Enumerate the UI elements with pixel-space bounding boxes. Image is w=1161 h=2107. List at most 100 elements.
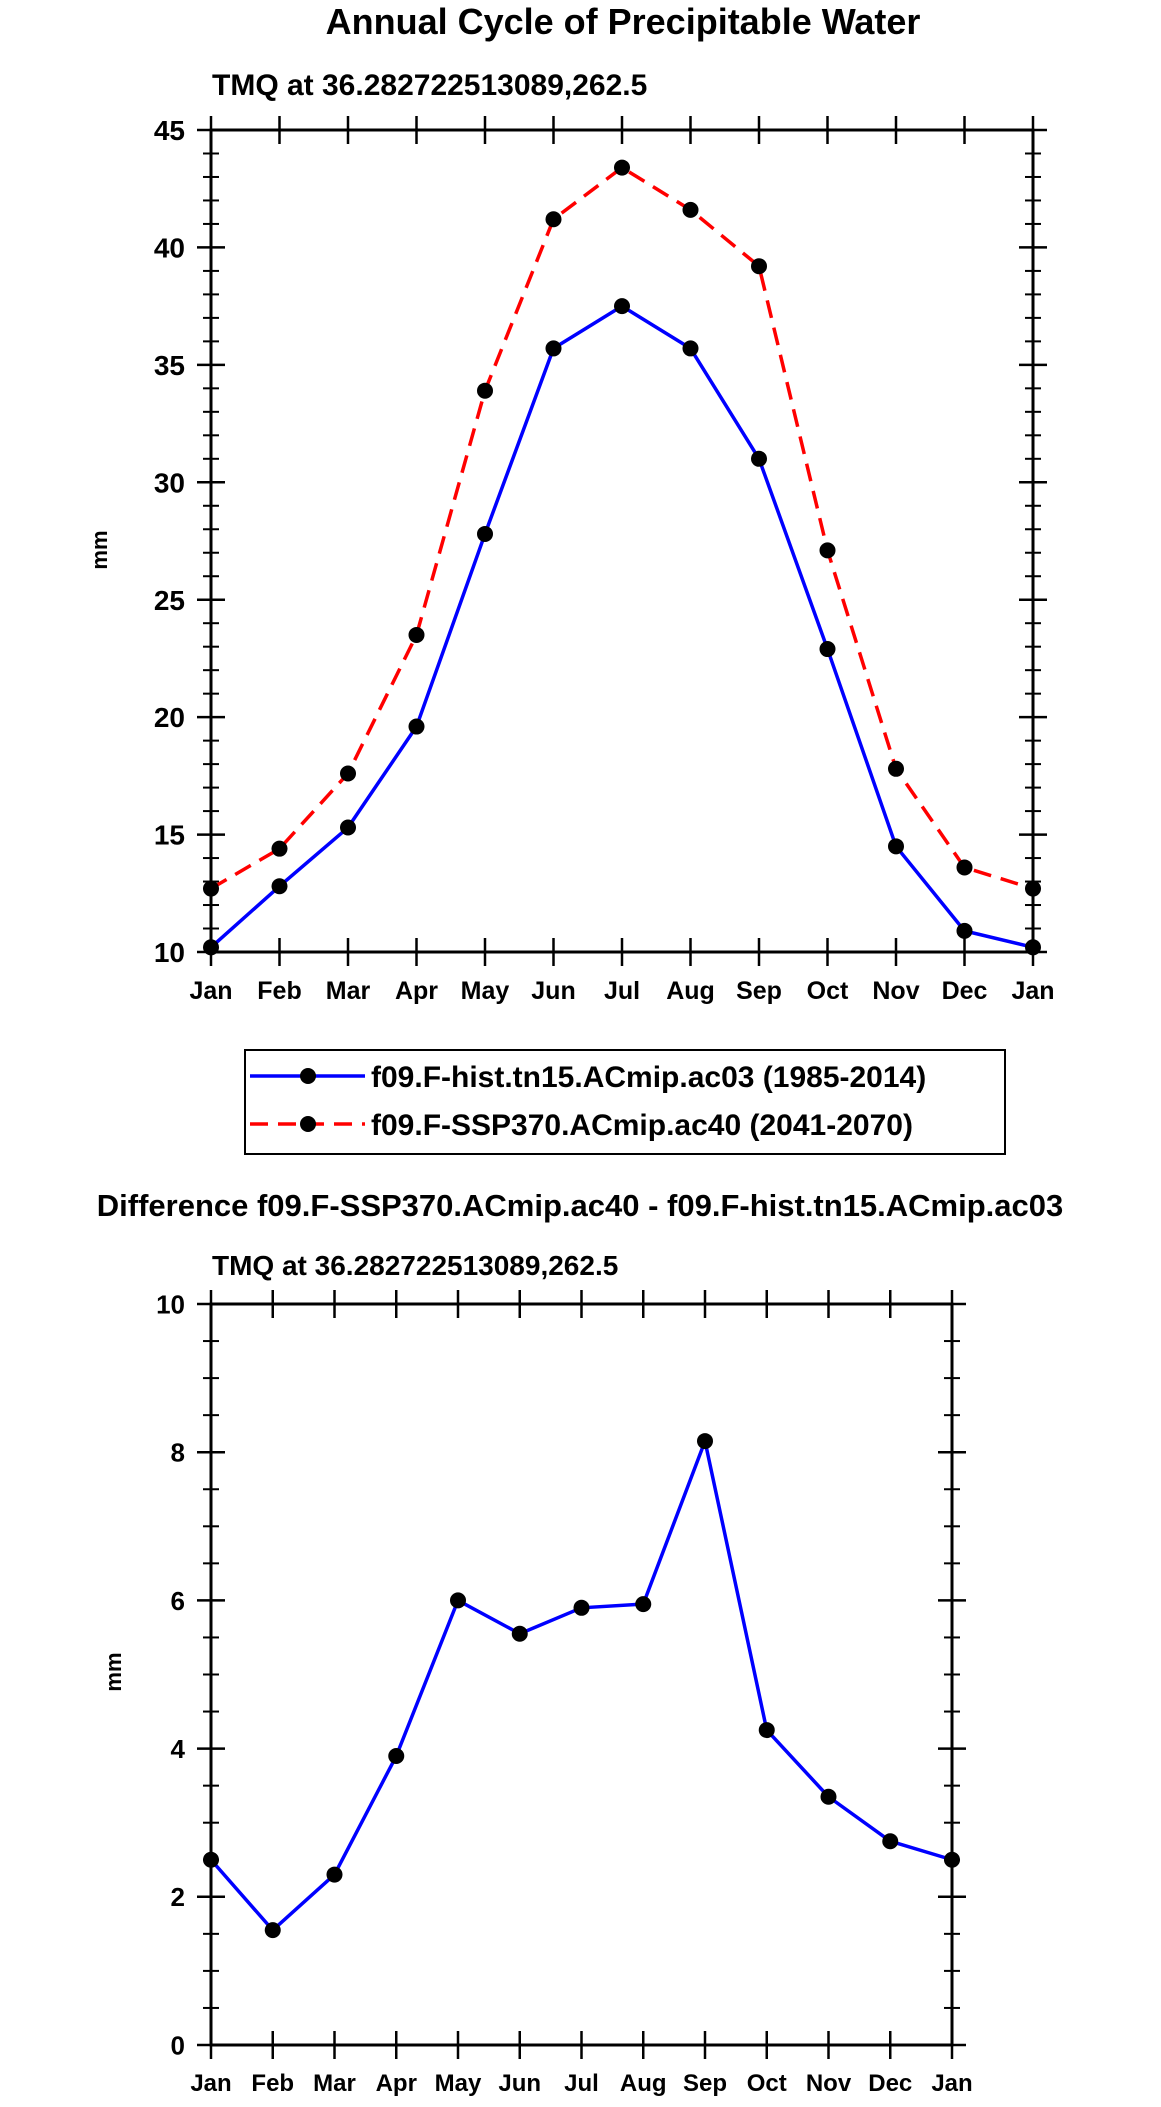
chart2-y-tick-label: 6 (171, 1586, 185, 1616)
chart1-ticks: Jan Feb Mar Apr May Jun Jul Aug Sep Oct Nov Dec Jan1… (154, 115, 1055, 1005)
chart2-x-tick-label: Apr (376, 2070, 417, 2097)
chart1-series-1-point (203, 880, 219, 897)
chart1-y-tick-label: 40 (154, 233, 185, 264)
chart2-series-0-point (511, 1625, 528, 1642)
legend-label-hist: f09.F-hist.tn15.ACmip.ac03 (1985-2014) (371, 1061, 926, 1094)
chart1-series-0-line (209, 304, 1034, 950)
chart1-series-0-point (477, 525, 493, 542)
chart1-series-0-point (819, 641, 836, 658)
chart1-x-tick-label: Feb (257, 977, 301, 1005)
chart2-series-0-point (573, 1599, 590, 1616)
chart1-x-tick-label: Aug (666, 977, 715, 1005)
chart1-series-1-point (271, 840, 288, 857)
chart2-series-0-point (203, 1851, 219, 1868)
chart2-series-0-point (697, 1433, 713, 1450)
chart1-x-tick-label: Nov (872, 977, 919, 1005)
chart1-series-0-point (682, 340, 699, 357)
chart1-x-tick-label: Jul (604, 977, 640, 1005)
chart2-series-0-point (758, 1722, 775, 1739)
chart1-legend: f09.F-hist.tn15.ACmip.ac03 (1985-2014) f… (244, 1049, 1006, 1155)
chart2-series-0-point (264, 1922, 281, 1939)
chart2-y-axis-label: mm (101, 1652, 126, 1691)
chart2-y-tick-label: 10 (156, 1289, 185, 1319)
chart1-y-tick-label: 10 (154, 937, 185, 968)
chart2-x-tick-label: May (435, 2070, 482, 2097)
chart1-y-tick-label: 25 (154, 585, 185, 616)
chart2-series-0-line (209, 1439, 953, 1932)
chart2-y-tick-label: 4 (171, 1734, 186, 1764)
chart2-x-tick-label: Oct (747, 2070, 787, 2097)
chart-difference: Difference f09.F-SSP370.ACmip.ac40 - f09… (97, 1188, 1064, 2097)
chart1-x-tick-label: Apr (395, 977, 438, 1005)
legend-frame (244, 1049, 1006, 1155)
chart2-series-0-point (388, 1748, 405, 1765)
chart1-x-tick-label: Sep (736, 977, 782, 1005)
chart1-series-1-point (477, 382, 493, 399)
chart2-x-tick-label: Jan (190, 2070, 231, 2097)
chart2-y-tick-label: 2 (171, 1882, 185, 1912)
chart1-series-0-point (408, 718, 425, 735)
chart1-y-tick-label: 20 (154, 702, 185, 733)
chart1-subtitle: TMQ at 36.282722513089,262.5 (212, 69, 647, 102)
chart1-y-tick-label: 30 (154, 467, 185, 498)
chart1-series-0-point (888, 838, 904, 855)
chart1-series-1-point (819, 542, 836, 559)
chart2-x-tick-label: Nov (806, 2070, 852, 2097)
chart2-series (203, 1433, 960, 1939)
chart1-series-0-point (203, 939, 219, 956)
chart1-series-1-point (1025, 880, 1041, 897)
chart2-y-tick-label: 8 (171, 1438, 185, 1468)
chart1-x-tick-label: Mar (326, 977, 371, 1005)
chart1-series-1-point (614, 159, 630, 176)
chart2-x-tick-label: Sep (683, 2070, 727, 2097)
chart2-subtitle: TMQ at 36.282722513089,262.5 (212, 1250, 618, 1281)
chart2-x-tick-label: Aug (620, 2070, 667, 2097)
chart1-series-1-point (751, 258, 767, 275)
chart2-x-tick-label: Jul (564, 2070, 599, 2097)
chart2-ticks: Jan Feb Mar Apr May Jun Jul Aug Sep Oct Nov Dec Jan0… (156, 1289, 973, 2097)
chart1-series-0-point (545, 340, 562, 357)
chart2-x-tick-label: Mar (313, 2070, 356, 2097)
chart2-series-0-point (944, 1851, 960, 1868)
legend-marker-ssp (300, 1116, 316, 1132)
chart2-series-0-point (820, 1788, 837, 1805)
chart1-series (203, 159, 1041, 956)
chart1-y-tick-label: 15 (154, 820, 185, 851)
legend-label-ssp: f09.F-SSP370.ACmip.ac40 (2041-2070) (371, 1109, 913, 1142)
chart1-series-1-point (956, 859, 973, 876)
chart1-series-0-point (271, 878, 288, 895)
chart2-plot-frame (209, 1302, 954, 2047)
chart1-series-0-point (614, 298, 630, 315)
chart1-series-0-point (340, 819, 356, 836)
chart1-series-0-point (751, 450, 767, 467)
chart2-x-tick-label: Jan (931, 2070, 972, 2097)
chart1-series-0-point (1025, 939, 1041, 956)
chart1-title: Annual Cycle of Precipitable Water (326, 1, 921, 42)
chart2-x-tick-label: Dec (868, 2070, 912, 2097)
chart-precipitable-water: Annual Cycle of Precipitable Water TMQ a… (87, 1, 1055, 1155)
chart1-series-0-point (956, 922, 973, 939)
chart1-series-1-point (340, 765, 356, 782)
chart2-y-tick-label: 0 (171, 2030, 185, 2060)
chart1-series-1-point (408, 626, 425, 643)
chart1-x-tick-label: Oct (807, 977, 849, 1005)
chart1-plot-frame (209, 128, 1035, 954)
chart2-series-0-point (450, 1592, 466, 1609)
chart2-series-0-point (635, 1596, 652, 1613)
chart1-y-axis-label: mm (87, 530, 112, 569)
chart1-series-1-line (210, 165, 1034, 891)
chart2-title: Difference f09.F-SSP370.ACmip.ac40 - f09… (97, 1188, 1064, 1223)
chart1-y-tick-label: 35 (154, 350, 185, 381)
chart1-x-tick-label: Jan (1011, 977, 1054, 1005)
legend-marker-hist (300, 1068, 316, 1084)
chart1-x-tick-label: Jun (531, 977, 575, 1005)
chart1-series-1-point (682, 201, 699, 218)
chart1-x-tick-label: Dec (942, 977, 988, 1005)
chart1-series-1-point (545, 211, 562, 228)
chart2-x-tick-label: Jun (498, 2070, 541, 2097)
chart1-x-tick-label: May (461, 977, 510, 1005)
chart2-series-0-point (326, 1866, 343, 1883)
chart1-x-tick-label: Jan (189, 977, 232, 1005)
chart1-series-1-point (888, 760, 904, 777)
